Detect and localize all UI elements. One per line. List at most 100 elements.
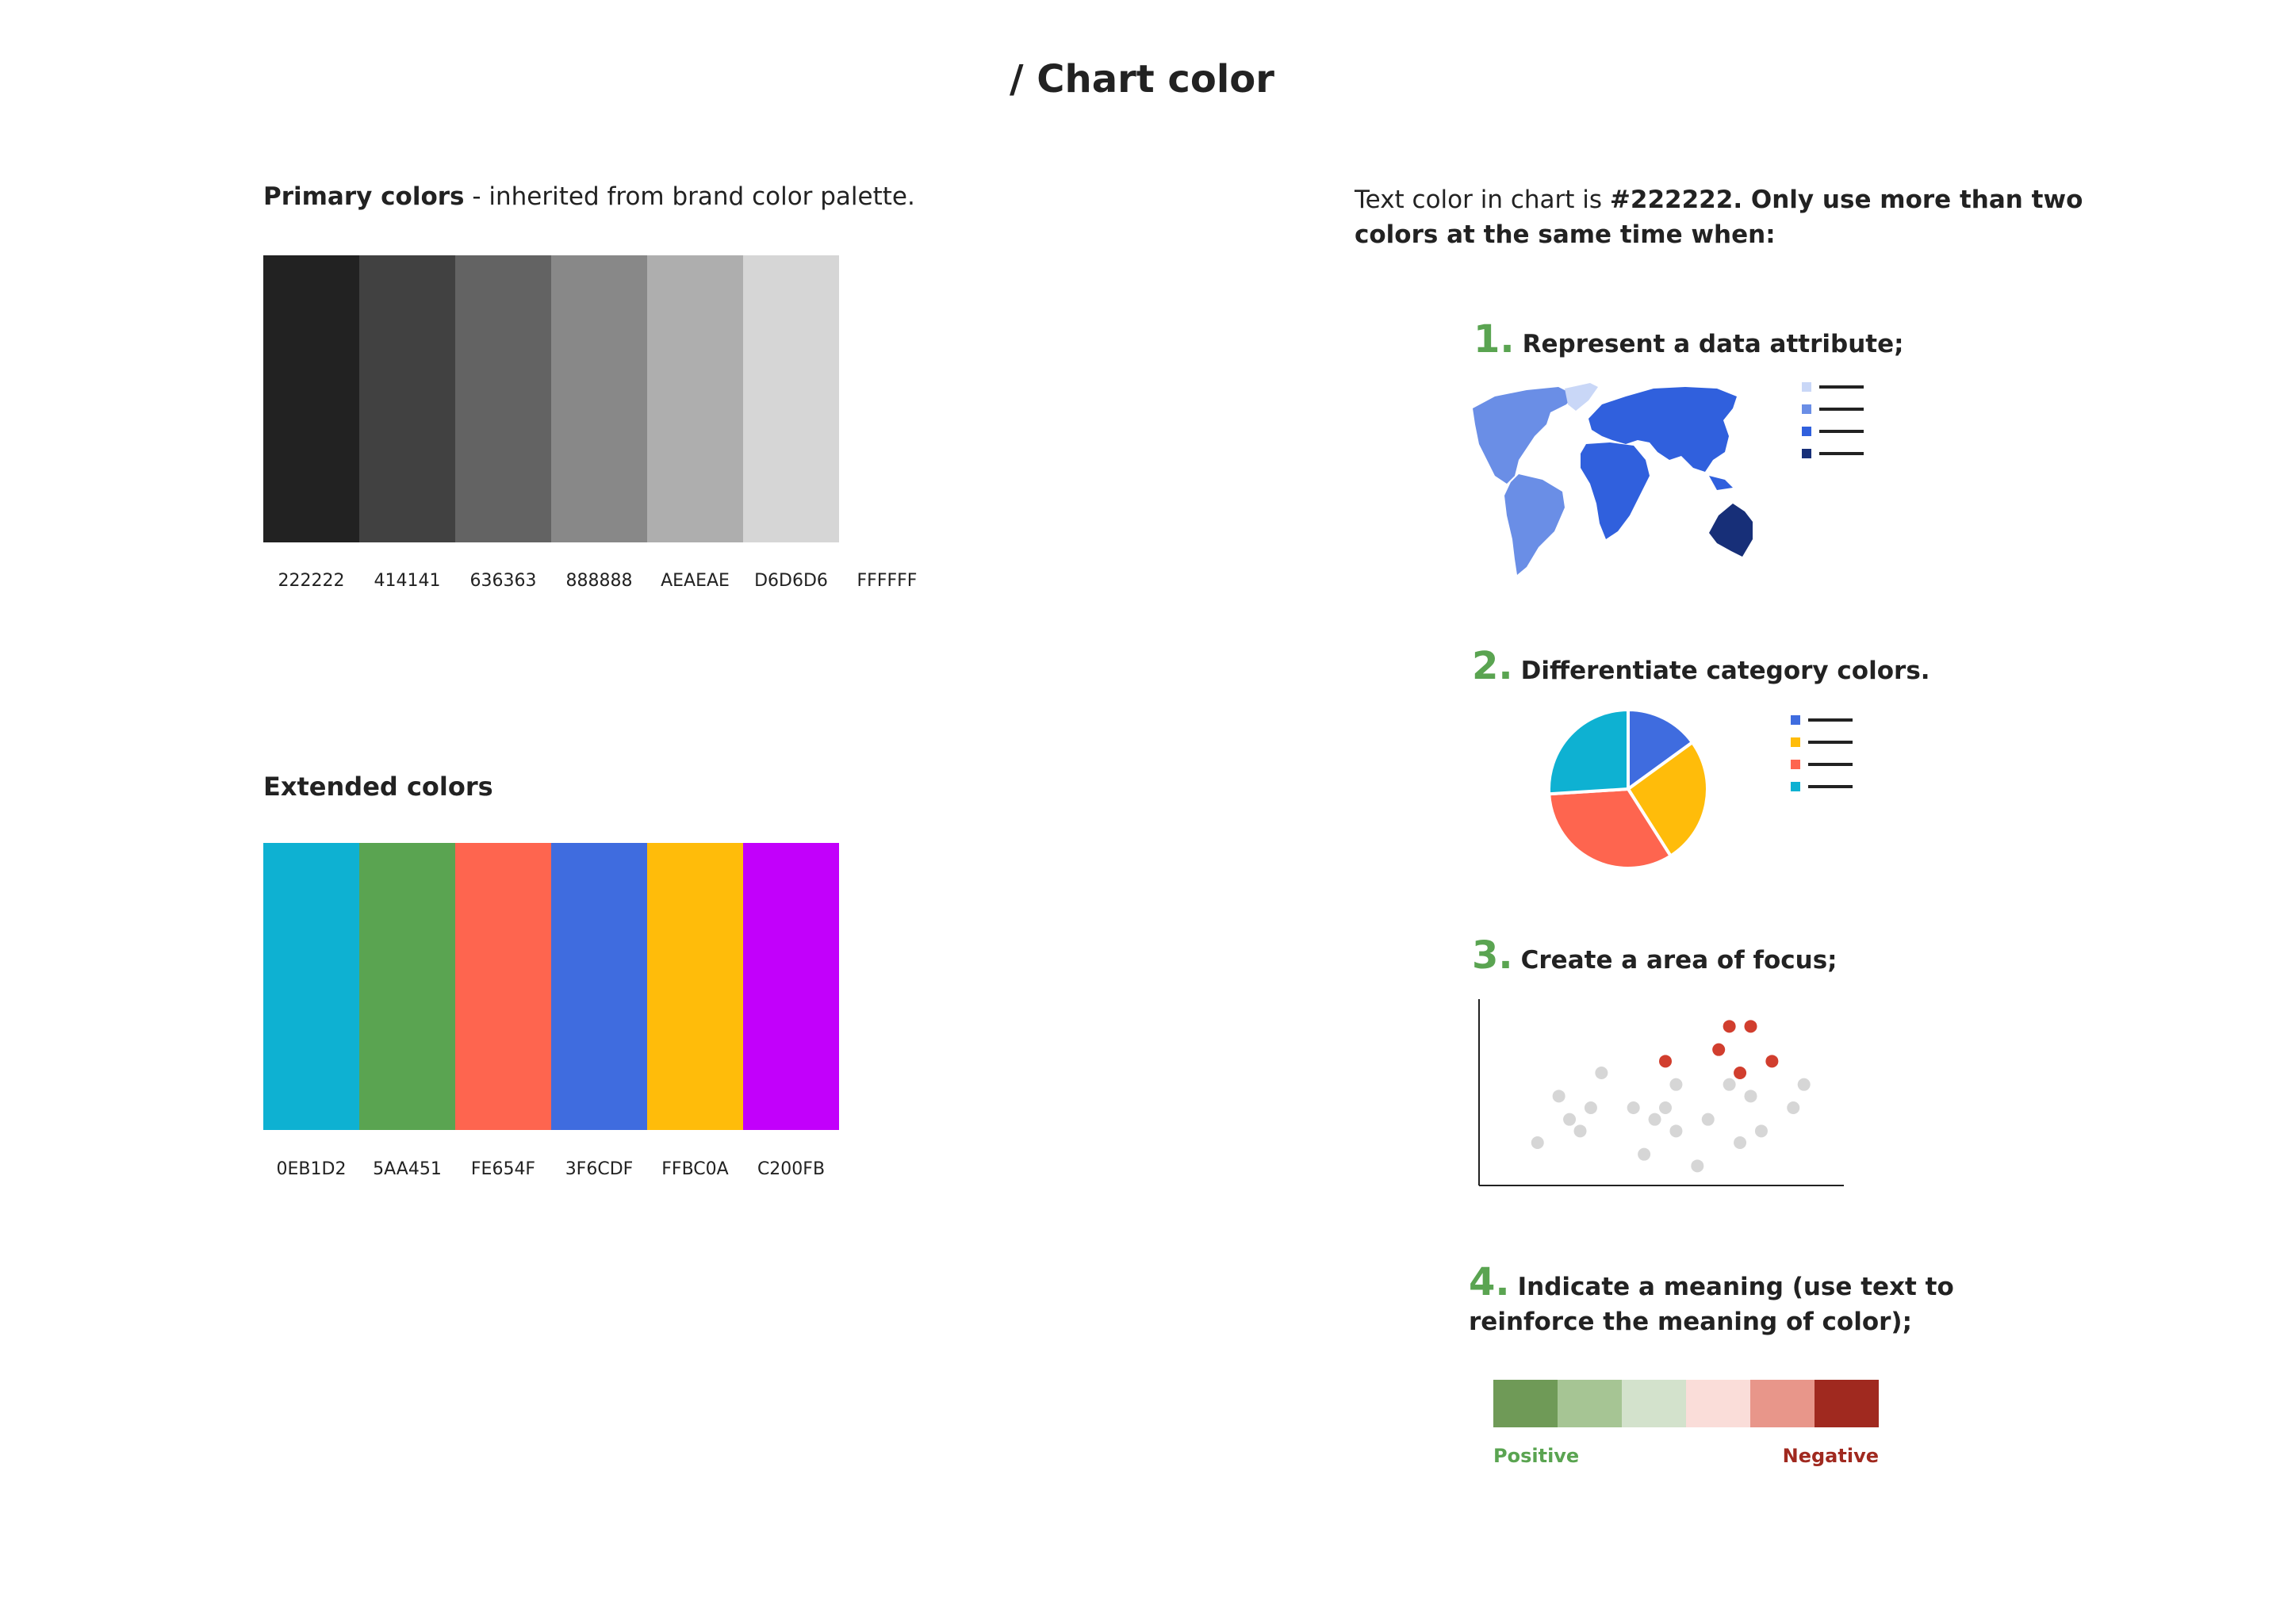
rules-intro-bold: #222222. Only use more than two colors a… [1355,186,2083,249]
primary-swatch [743,255,839,542]
primary-swatch [359,255,455,542]
scatter-point-focus [1723,1020,1736,1033]
rule-text-3: Create a area of focus; [1520,946,1838,975]
rule-item-1: 1. Represent a data attribute; [1473,317,1904,362]
map-legend-line [1819,385,1864,389]
rules-intro: Text color in chart is #222222. Only use… [1355,182,2084,252]
primary-swatch [455,255,551,542]
scatter-point-gray [1648,1113,1661,1126]
map-legend-line [1819,452,1864,455]
pie-legend-row [1791,782,1853,791]
map-legend-line [1819,408,1864,411]
extended-codes: 0EB1D2 5AA451 FE654F 3F6CDF FFBC0A C200FB [263,1159,839,1179]
rule-text-4: Indicate a meaning (use text to reinforc… [1469,1273,1954,1336]
pie-chart [1547,707,1709,870]
scatter-point-gray [1595,1067,1608,1079]
map-australia [1709,504,1753,557]
primary-swatch [551,255,647,542]
meaning-scale-cell [1686,1380,1750,1427]
rule-item-3: 3. Create a area of focus; [1472,933,1838,978]
map-legend-swatch [1802,382,1811,392]
extended-code: 0EB1D2 [276,1159,347,1179]
map-legend-swatch [1802,449,1811,458]
extended-code: 5AA451 [373,1159,442,1179]
scatter-point-gray [1787,1101,1800,1114]
positive-label: Positive [1493,1445,1580,1467]
meaning-scale-cell [1493,1380,1558,1427]
scatter-point-gray [1573,1124,1587,1138]
map-legend-swatch [1802,427,1811,436]
primary-colors-heading: Primary colors - inherited from brand co… [263,182,915,211]
pie-legend-swatch [1791,715,1800,725]
pie-legend-swatch [1791,737,1800,747]
map-legend-swatch [1802,404,1811,414]
scatter-point-gray [1552,1090,1565,1103]
extended-swatch [359,843,455,1130]
scatter-point-gray [1734,1136,1747,1149]
pie-legend-row [1791,715,1853,725]
scatter-point-gray [1754,1124,1768,1138]
scatter-plot [1478,999,1844,1186]
primary-code: FFFFFF [856,571,918,591]
world-map [1473,383,1753,575]
scatter-point-gray [1669,1078,1683,1091]
extended-swatch [647,843,743,1130]
rule-item-4: 4. Indicate a meaning (use text to reinfo… [1469,1263,1960,1339]
pie-legend-line [1808,718,1853,722]
extended-code: FFBC0A [661,1159,729,1179]
rule-item-2: 2. Differentiate category colors. [1472,644,1930,688]
extended-code: FE654F [470,1159,536,1179]
pie-slice [1547,787,1673,870]
pie-legend-line [1808,785,1853,788]
scatter-point-gray [1638,1147,1651,1161]
scatter-point-gray [1701,1113,1715,1126]
primary-swatches [263,255,935,542]
scatter-point-focus [1734,1067,1747,1079]
primary-code: 888888 [565,571,633,591]
map-legend-row [1802,449,1864,458]
rule-text-2: Differentiate category colors. [1520,657,1930,685]
scatter-point-focus [1765,1055,1779,1068]
extended-code: 3F6CDF [565,1159,634,1179]
primary-codes: 222222 414141 636363 888888 AEAEAE D6D6D6 FFFF… [263,571,935,591]
rules-intro-plain: Text color in chart is [1355,186,1610,214]
scatter-point-gray [1584,1101,1597,1114]
scatter-point-gray [1627,1101,1640,1114]
map-americas [1473,387,1574,575]
scatter-point-gray [1797,1078,1811,1091]
meaning-scale-cell [1815,1380,1879,1427]
extended-swatch [455,843,551,1130]
extended-swatch [263,843,359,1130]
extended-code: C200FB [757,1159,826,1179]
primary-colors-heading-rest: - inherited from brand color palette. [464,182,915,211]
rule-number-2: 2. [1472,644,1513,688]
rule-number-1: 1. [1473,317,1515,362]
scatter-point-gray [1669,1124,1683,1138]
rule-text-1: Represent a data attribute; [1522,330,1904,358]
page-title: / Chart color [1010,57,1274,102]
extended-swatch [551,843,647,1130]
extended-swatches [263,843,839,1130]
scatter-point-focus [1659,1055,1672,1068]
primary-colors-heading-bold: Primary colors [263,182,465,211]
scatter-point-gray [1531,1136,1544,1149]
meaning-scale-cell [1558,1380,1622,1427]
primary-swatch [839,255,935,542]
scatter-point-gray [1691,1159,1704,1173]
rule-number-4: 4. [1469,1260,1510,1304]
pie-slice [1627,707,1695,792]
meaning-scale-cell [1622,1380,1686,1427]
scatter-point-gray [1723,1078,1736,1091]
pie-legend-swatch [1791,760,1800,769]
primary-code: 636363 [469,571,537,591]
pie-legend-row [1791,760,1853,769]
scatter-point-gray [1659,1101,1672,1114]
map-legend-line [1819,430,1864,433]
primary-code: D6D6D6 [754,571,828,591]
pie-legend-swatch [1791,782,1800,791]
pie-slice [1626,740,1709,859]
rule-number-3: 3. [1472,933,1513,978]
pie-legend-row [1791,737,1853,747]
pie-legend-line [1808,763,1853,766]
extended-colors-heading: Extended colors [263,772,493,802]
